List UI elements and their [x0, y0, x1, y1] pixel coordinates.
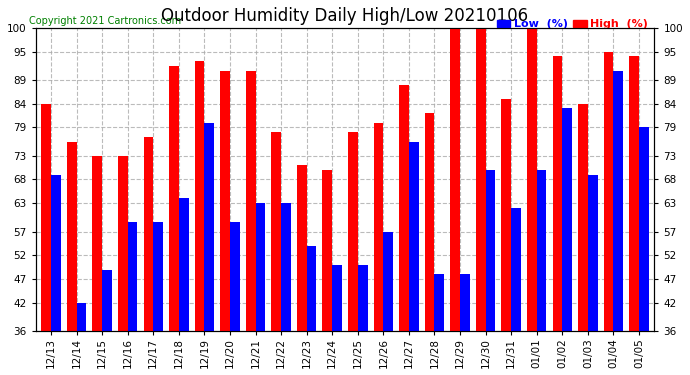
Text: Copyright 2021 Cartronics.com: Copyright 2021 Cartronics.com: [30, 16, 181, 26]
Bar: [435, 274, 444, 331]
Bar: [639, 128, 649, 331]
Bar: [204, 123, 214, 331]
Bar: [578, 104, 588, 331]
Legend: Low  (%), High  (%): Low (%), High (%): [496, 18, 649, 30]
Bar: [562, 108, 572, 331]
Bar: [527, 28, 537, 331]
Bar: [230, 222, 239, 331]
Bar: [502, 99, 511, 331]
Bar: [451, 28, 460, 331]
Bar: [604, 52, 613, 331]
Bar: [67, 142, 77, 331]
Bar: [613, 70, 623, 331]
Bar: [153, 222, 163, 331]
Bar: [409, 142, 419, 331]
Bar: [322, 170, 332, 331]
Bar: [553, 56, 562, 331]
Bar: [92, 156, 102, 331]
Bar: [537, 170, 546, 331]
Bar: [118, 156, 128, 331]
Bar: [169, 66, 179, 331]
Bar: [588, 175, 598, 331]
Bar: [629, 56, 639, 331]
Bar: [460, 274, 470, 331]
Bar: [348, 132, 358, 331]
Bar: [246, 70, 255, 331]
Bar: [511, 208, 521, 331]
Bar: [486, 170, 495, 331]
Bar: [306, 246, 316, 331]
Bar: [220, 70, 230, 331]
Bar: [128, 222, 137, 331]
Bar: [77, 303, 86, 331]
Bar: [102, 270, 112, 331]
Bar: [144, 137, 153, 331]
Bar: [195, 61, 204, 331]
Bar: [476, 28, 486, 331]
Bar: [41, 104, 51, 331]
Title: Outdoor Humidity Daily High/Low 20210106: Outdoor Humidity Daily High/Low 20210106: [161, 7, 529, 25]
Bar: [425, 113, 435, 331]
Bar: [179, 198, 188, 331]
Bar: [51, 175, 61, 331]
Bar: [332, 265, 342, 331]
Bar: [358, 265, 368, 331]
Bar: [281, 203, 290, 331]
Bar: [400, 85, 409, 331]
Bar: [384, 232, 393, 331]
Bar: [255, 203, 265, 331]
Bar: [271, 132, 281, 331]
Bar: [374, 123, 384, 331]
Bar: [297, 165, 306, 331]
